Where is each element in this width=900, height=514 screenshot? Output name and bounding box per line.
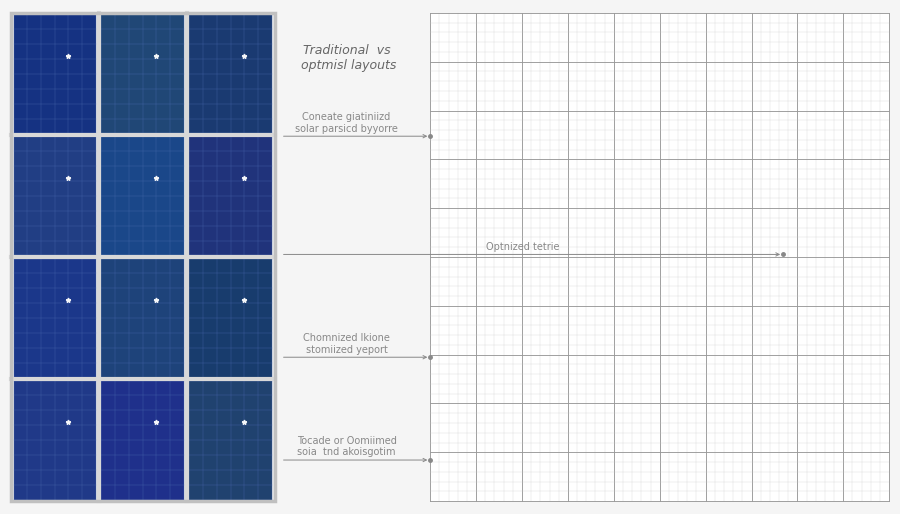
Text: Traditional  vs
 optmisl layouts: Traditional vs optmisl layouts (297, 44, 396, 71)
Bar (102, 259, 184, 377)
Text: Optnized tetrie: Optnized tetrie (486, 242, 560, 252)
Text: Chomnized lkione
stomiized yeport: Chomnized lkione stomiized yeport (303, 333, 390, 355)
Text: Coneate giatiniizd
solar parsicd byyorre: Coneate giatiniizd solar parsicd byyorre (295, 112, 398, 134)
Text: Tocade or Oomiimed
soia  tnd akoisgotim: Tocade or Oomiimed soia tnd akoisgotim (297, 436, 396, 457)
Bar (14, 380, 96, 500)
Bar (189, 259, 272, 377)
Bar (189, 380, 272, 500)
Bar (189, 137, 272, 255)
Bar (102, 137, 184, 255)
Bar (14, 259, 96, 377)
Bar (14, 14, 96, 134)
Bar (430, 13, 889, 501)
Bar (102, 380, 184, 500)
Bar (189, 14, 272, 134)
Bar (11, 13, 274, 501)
Bar (14, 137, 96, 255)
Bar (11, 13, 274, 501)
Bar (102, 14, 184, 134)
